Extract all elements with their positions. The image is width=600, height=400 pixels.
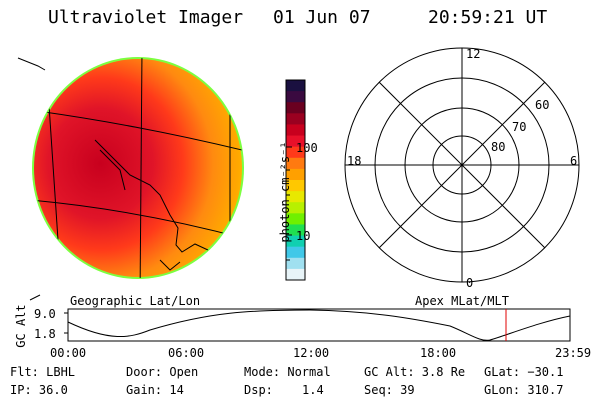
image-projection-label: Geographic Lat/Lon [70,294,201,308]
status-glat: GLat: −30.1 [484,365,564,379]
time-label: 20:59:21 UT [428,7,548,28]
mlat-label-70: 70 [512,120,527,134]
status-door: Door: Open [126,365,199,379]
status-ip: IP: 36.0 [10,383,68,397]
colorbar-band [286,224,305,237]
altitude-ytick-1-8: 1.8 [34,327,56,341]
colorbar-band [286,202,305,214]
status-filter: Flt: LBHL [10,365,76,379]
altitude-xtick-1800: 18:00 [420,346,457,360]
altitude-curve [67,309,571,341]
altitude-ytick-9: 9.0 [34,307,56,321]
altitude-ylabel: GC Alt [14,304,28,348]
colorbar-band [286,113,305,125]
status-gain: Gain: 14 [126,383,184,397]
altitude-xtick-0600: 06:00 [168,346,205,360]
colorbar-band [286,80,305,92]
mlt-label-18: 18 [347,154,362,168]
mlat-label-80: 80 [491,140,506,154]
colorbar-tick-100: 100 [296,141,318,155]
geographic-grid [33,58,243,278]
mlt-label-12: 12 [466,47,481,61]
colorbar-band [286,157,305,170]
polar-projection-label: Apex MLat/MLT [415,294,509,308]
polar-plot [344,47,580,283]
status-glon: GLon: 310.7 [484,383,564,397]
altitude-xtick-1200: 12:00 [293,346,330,360]
colorbar-band [286,213,305,225]
colorbar-band [286,124,305,137]
colorbar-unit-label: photon cm⁻²s⁻¹ [278,141,292,243]
uv-image [17,57,244,301]
date-label: 01 Jun 07 [273,7,371,28]
altitude-xtick-2359: 23:59 [555,346,592,360]
colorbar-band [286,102,305,114]
colorbar-band [286,257,305,270]
colorbar-frame [285,79,306,281]
mlt-label-0: 0 [466,276,474,290]
colorbar-tick-10: 10 [296,229,311,243]
colorbar-band [286,135,305,148]
mlt-label-6: 6 [570,154,578,168]
colorbar-band [286,191,305,203]
mlat-label-60: 60 [535,98,550,112]
status-dsp-label: Dsp: [244,383,273,397]
altitude-plot [64,308,571,342]
colorbar-band [286,235,305,248]
colorbar-band [286,146,305,159]
status-mode: Mode: Normal [244,365,331,379]
colorbar-band [286,246,305,259]
colorbar-band [286,180,305,192]
colorbar-band [286,168,305,181]
instrument-title: Ultraviolet Imager [48,7,244,28]
status-dsp-value: 1.4 [302,383,324,397]
altitude-xtick-0000: 00:00 [50,346,87,360]
colorbar-band [286,91,305,103]
colorbar-band [286,268,305,281]
status-seq: Seq: 39 [364,383,415,397]
status-gc-alt: GC Alt: 3.8 Re [364,365,466,379]
colorbar [285,79,306,281]
